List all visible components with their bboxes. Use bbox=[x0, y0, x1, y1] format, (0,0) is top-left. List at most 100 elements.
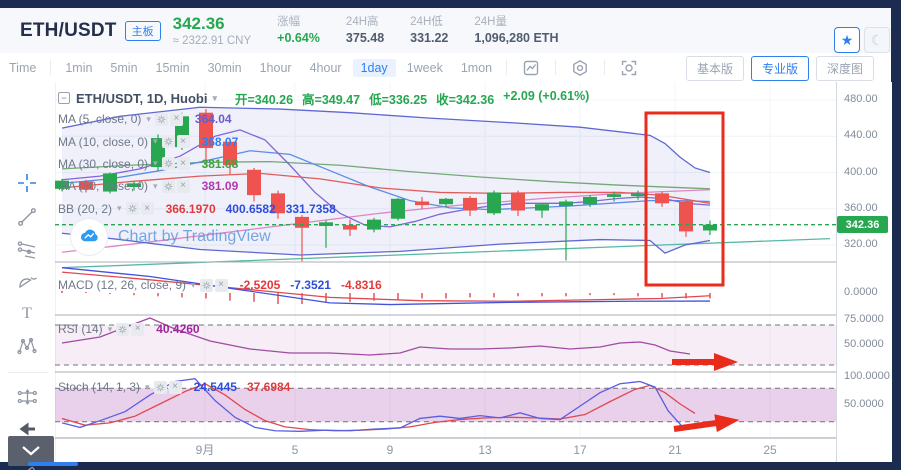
last-price-block: 342.36 ≈ 2322.91 CNY bbox=[173, 13, 252, 49]
crosshair-icon[interactable] bbox=[16, 172, 38, 199]
indicator-settings-icon[interactable] bbox=[153, 380, 167, 394]
price-axis-label: 50.0000 bbox=[844, 338, 884, 350]
remove-indicator-icon[interactable] bbox=[214, 278, 228, 292]
price-axis-label: 50.0000 bbox=[844, 398, 884, 410]
price-axis-label: 100.0000 bbox=[844, 370, 890, 382]
svg-text:13: 13 bbox=[478, 443, 492, 457]
indicator-row-ma5: MA (5, close, 0) 364.04 bbox=[58, 108, 589, 130]
chevron-down-icon[interactable] bbox=[153, 181, 158, 192]
svg-text:5: 5 bbox=[292, 443, 299, 457]
remove-indicator-icon[interactable] bbox=[176, 179, 190, 193]
divider bbox=[506, 60, 508, 75]
interval-1min[interactable]: 1min bbox=[65, 60, 93, 75]
back-arrow-icon[interactable] bbox=[16, 418, 38, 445]
indicator-row-ma30: MA (30, close, 0) 381.68 bbox=[58, 153, 589, 175]
indicator-row-bb: BB (20, 2) 366.1970 400.6582 331.7358 bbox=[58, 198, 589, 220]
chevron-down-icon[interactable] bbox=[117, 203, 122, 214]
stat-24h-high: 24H高 375.48 bbox=[345, 15, 385, 45]
svg-text:9: 9 bbox=[387, 443, 394, 457]
multi-line-tool-icon[interactable] bbox=[16, 238, 38, 265]
divider bbox=[555, 60, 557, 75]
remove-indicator-icon[interactable] bbox=[140, 202, 154, 216]
svg-text:25: 25 bbox=[763, 443, 777, 457]
indicator-settings-icon[interactable] bbox=[161, 135, 175, 149]
remove-indicator-icon[interactable] bbox=[169, 112, 183, 126]
ohlc-readout: 开=340.26 高=349.47 低=336.25 收=342.36 +2.0… bbox=[234, 88, 590, 107]
chevron-down-icon[interactable] bbox=[191, 280, 196, 291]
price-axis-label: 320.00 bbox=[844, 238, 878, 250]
remove-indicator-icon[interactable] bbox=[131, 322, 145, 336]
sidebar-divider bbox=[8, 372, 48, 373]
indicator-settings-icon[interactable] bbox=[125, 202, 139, 216]
divider bbox=[50, 60, 52, 75]
price-axis-label: 360.00 bbox=[844, 201, 878, 214]
ruler-icon[interactable] bbox=[16, 462, 38, 470]
stat-24h-volume: 24H量 1,096,280 ETH bbox=[474, 15, 559, 45]
chart-background bbox=[0, 82, 891, 462]
chevron-down-icon[interactable] bbox=[153, 136, 158, 147]
xabcd-pattern-icon[interactable] bbox=[16, 334, 38, 361]
chevron-down-icon[interactable] bbox=[108, 324, 113, 335]
price-axis-label: 440.00 bbox=[844, 129, 878, 142]
remove-indicator-icon[interactable] bbox=[176, 135, 190, 149]
indicator-settings-icon[interactable] bbox=[154, 112, 168, 126]
svg-text:9月: 9月 bbox=[196, 443, 215, 457]
board-badge: 主板 bbox=[124, 20, 161, 41]
night-mode-moon-button[interactable] bbox=[864, 27, 890, 53]
tradingview-logo-icon bbox=[70, 218, 108, 256]
screenshot-icon[interactable] bbox=[610, 59, 648, 77]
market-header: ETH/USDT 主板 342.36 ≈ 2322.91 CNY 涨幅 +0.6… bbox=[0, 8, 891, 54]
chevron-down-icon[interactable] bbox=[212, 93, 217, 104]
price-axis-label: 400.00 bbox=[844, 165, 878, 178]
position-tool-icon[interactable] bbox=[16, 386, 38, 413]
main-pane-legend: ETH/USDT, 1D, Huobi 开=340.26 高=349.47 低=… bbox=[58, 88, 589, 220]
chevron-down-icon[interactable] bbox=[145, 382, 150, 393]
indicator-row-ma10: MA (10, close, 0) 368.07 bbox=[58, 130, 589, 152]
price-chart-canvas[interactable]: 9月 5 9 13 17 21 25 bbox=[55, 82, 836, 462]
kline-style-icon[interactable] bbox=[512, 59, 550, 77]
rsi-pane-legend: RSI (14) 40.4260 bbox=[58, 318, 200, 340]
interval-4hour[interactable]: 4hour bbox=[309, 60, 342, 75]
basic-version-button[interactable]: 基本版 bbox=[685, 56, 744, 81]
collapse-toolbar-button[interactable] bbox=[8, 436, 54, 466]
text-tool-icon[interactable]: T bbox=[16, 302, 38, 329]
interval-1week[interactable]: 1week bbox=[406, 60, 443, 75]
chart-title-row: ETH/USDT, 1D, Huobi 开=340.26 高=349.47 低=… bbox=[58, 88, 589, 108]
last-price-badge: 342.36 bbox=[837, 216, 888, 233]
depth-chart-button[interactable]: 深度图 bbox=[815, 56, 874, 81]
interval-15min[interactable]: 15min bbox=[155, 60, 190, 75]
trend-line-icon[interactable] bbox=[16, 206, 38, 233]
svg-text:21: 21 bbox=[668, 443, 682, 457]
collapse-legend-icon[interactable] bbox=[58, 92, 70, 104]
remove-indicator-icon[interactable] bbox=[176, 157, 190, 171]
svg-text:17: 17 bbox=[573, 443, 587, 457]
interval-1hour[interactable]: 1hour bbox=[259, 60, 292, 75]
interval-1day-active[interactable]: 1day bbox=[352, 58, 396, 77]
indicator-settings-icon[interactable] bbox=[116, 322, 130, 336]
chevron-down-icon[interactable] bbox=[153, 158, 158, 169]
favorite-star-button[interactable] bbox=[834, 27, 860, 53]
price-axis[interactable]: 480.00 440.00 400.00 360.00 320.00 0.0000 75.0… bbox=[836, 82, 892, 462]
interval-1mon[interactable]: 1mon bbox=[460, 60, 493, 75]
horizontal-scrollbar[interactable] bbox=[28, 462, 78, 466]
stat-24h-low: 24H低 331.22 bbox=[410, 15, 449, 45]
watermark-text: Chart by TradingView bbox=[118, 228, 271, 245]
price-axis-label: 480.00 bbox=[844, 93, 878, 105]
price-axis-label: 75.0000 bbox=[844, 313, 884, 325]
last-price: 342.36 bbox=[172, 13, 225, 33]
interval-time[interactable]: Time bbox=[9, 60, 37, 75]
indicator-settings-icon[interactable] bbox=[161, 157, 175, 171]
drawing-tools-sidebar: T bbox=[0, 82, 56, 470]
pro-version-button[interactable]: 专业版 bbox=[750, 56, 809, 81]
chart-mode-buttons: 基本版 专业版 深度图 bbox=[685, 56, 874, 81]
interval-30min[interactable]: 30min bbox=[207, 60, 242, 75]
curve-shape-icon[interactable] bbox=[16, 270, 38, 297]
indicator-settings-icon[interactable] bbox=[161, 179, 175, 193]
indicator-icon[interactable] bbox=[561, 59, 599, 77]
indicator-settings-icon[interactable] bbox=[199, 278, 213, 292]
chevron-down-icon[interactable] bbox=[146, 114, 151, 125]
remove-indicator-icon[interactable] bbox=[168, 380, 182, 394]
stoch-pane-legend: Stoch (14, 1, 3) 24.5445 37.6984 bbox=[58, 376, 290, 398]
interval-5min[interactable]: 5min bbox=[110, 60, 138, 75]
